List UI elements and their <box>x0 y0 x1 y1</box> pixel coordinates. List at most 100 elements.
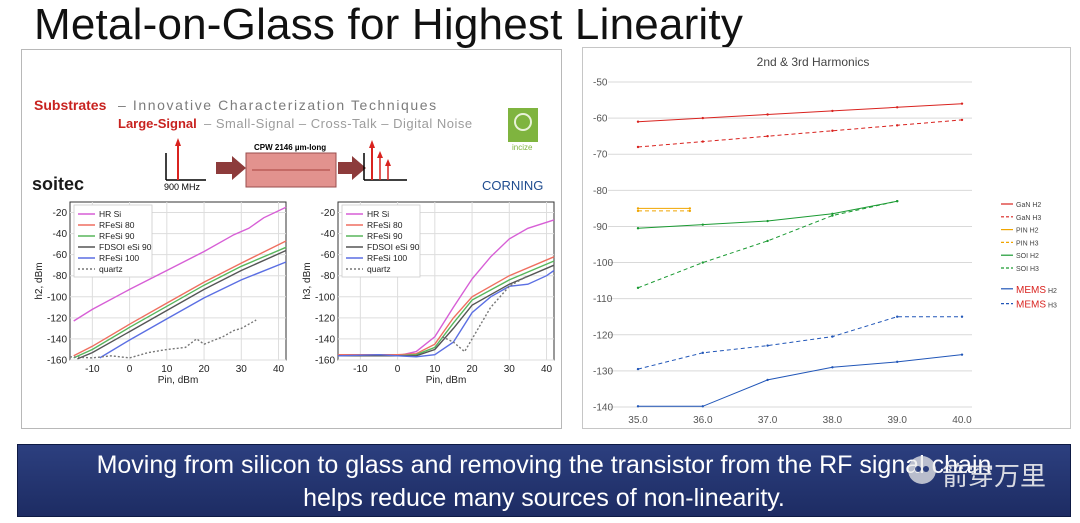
y-tick-label: -60 <box>53 250 68 261</box>
wechat-icon <box>908 456 936 484</box>
data-point <box>701 351 704 355</box>
y-tick-label: -40 <box>53 229 68 240</box>
data-point <box>766 134 769 138</box>
series-line-rfesi-100 <box>99 261 287 359</box>
data-point <box>960 118 964 122</box>
data-point <box>831 109 834 113</box>
legend-label: RFeSi 90 <box>367 231 403 241</box>
harmonics-title: 2nd & 3rd Harmonics <box>757 55 870 69</box>
data-point <box>960 315 964 318</box>
x-tick-label: -10 <box>353 364 368 375</box>
data-point <box>831 335 834 338</box>
data-point <box>636 367 640 371</box>
h2-chart: -10 0 10 20 30 40-160-140-120-100-80-60-40-20… <box>34 201 287 386</box>
y-tick-label: -60 <box>593 114 608 125</box>
banner-line-1: Moving from silicon to glass and removin… <box>96 451 992 479</box>
legend-label: RFeSi 100 <box>367 253 407 263</box>
x-tick-label: 0 <box>395 364 401 375</box>
x-tick-label: 0 <box>127 364 133 375</box>
data-point <box>960 353 964 356</box>
svg-text:incize: incize <box>512 143 533 152</box>
data-point <box>688 209 692 213</box>
subline-text: – Small-Signal – Cross-Talk – Digital No… <box>204 116 473 131</box>
soitec-logo: soitec <box>32 174 84 194</box>
series-line-gan-h2 <box>637 103 963 123</box>
legend-label: FDSOI eSi 90 <box>99 242 152 252</box>
series-line-quartz <box>441 275 529 353</box>
y-tick-label: -20 <box>321 208 336 219</box>
legend-box <box>73 204 153 278</box>
series-line-mems-h2 <box>638 354 963 407</box>
data-point <box>766 378 769 382</box>
data-point <box>831 212 834 216</box>
legend-label: MEMS H3 <box>1016 300 1057 311</box>
harmonics-chart: 2nd & 3rd Harmonics -140 -130 -120 -110 -100… <box>593 55 1057 427</box>
data-point <box>636 227 640 230</box>
h3-chart: -10 0 10 20 30 40-160-140-120-100-80-60-40-20… <box>302 201 555 386</box>
data-point <box>636 207 640 210</box>
legend-box <box>341 204 421 278</box>
legend-label: RFeSi 80 <box>367 220 403 230</box>
y-axis-label: h3, dBm <box>302 262 313 299</box>
x-tick-label: 39.0 <box>887 415 907 426</box>
x-axis-label: Pin, dBm <box>158 375 199 386</box>
data-point <box>831 214 834 217</box>
x-axis-label: Pin, dBm <box>426 375 467 386</box>
data-point <box>766 219 769 223</box>
freq-label: 900 MHz <box>164 182 201 192</box>
characterization-figure: Substrates – Innovative Characterization… <box>32 97 555 386</box>
data-point <box>701 223 704 226</box>
y-axis-label: h2, dBm <box>34 262 45 299</box>
x-tick-label: 10 <box>429 364 441 375</box>
y-tick-label: -20 <box>53 208 68 219</box>
cpw-label: CPW 2146 µm-long <box>254 143 326 152</box>
series-line-fdsoi-esi-90 <box>338 264 555 357</box>
y-tick-label: -160 <box>47 356 67 367</box>
legend-label: quartz <box>99 264 123 274</box>
series-line-rfesi-80 <box>73 240 287 357</box>
y-tick-label: -100 <box>315 292 335 303</box>
y-tick-label: -120 <box>593 330 613 341</box>
series-line-fdsoi-esi-90 <box>77 249 287 360</box>
series-line-hr-si <box>73 206 287 322</box>
x-tick-label: 36.0 <box>693 415 713 426</box>
data-point <box>831 366 834 369</box>
harmonics-plot: -140 -130 -120 -110 -100 -90 -80 -70 -60 -50 35.0 3… <box>593 78 1057 427</box>
data-point <box>766 344 769 347</box>
x-tick-label: 20 <box>467 364 479 375</box>
characterization-panel: Substrates – Innovative Characterization… <box>21 49 562 429</box>
data-point <box>896 315 899 318</box>
x-tick-label: 35.0 <box>628 415 648 426</box>
y-tick-label: -130 <box>593 366 613 377</box>
data-point <box>636 120 640 123</box>
legend-label: PIN H3 <box>1016 240 1039 247</box>
substrates-label: Substrates <box>34 97 107 113</box>
y-tick-label: -80 <box>593 186 608 197</box>
x-tick-label: 10 <box>161 364 173 375</box>
large-signal-label: Large-Signal <box>118 116 197 131</box>
data-point <box>766 239 769 243</box>
data-point <box>831 129 834 132</box>
y-tick-label: -160 <box>315 356 335 367</box>
y-tick-label: -50 <box>593 78 608 89</box>
series-line-quartz <box>69 319 257 359</box>
x-tick-label: 40 <box>273 364 285 375</box>
y-tick-label: -140 <box>315 334 335 345</box>
data-point <box>896 360 899 364</box>
y-tick-label: -120 <box>315 313 335 324</box>
corning-logo: CORNING <box>482 178 543 193</box>
data-point <box>766 113 769 116</box>
legend-label: RFeSi 100 <box>99 253 139 263</box>
data-point <box>701 116 704 120</box>
headline-text: – Innovative Characterization Techniques <box>118 97 438 113</box>
harmonics-panel: 2nd & 3rd Harmonics -140 -130 -120 -110 -100… <box>582 47 1071 429</box>
data-point <box>896 124 899 127</box>
x-tick-label: 40.0 <box>952 415 972 426</box>
legend-label: GaN H2 <box>1016 202 1041 209</box>
legend-label: FDSOI eSi 90 <box>367 242 420 252</box>
legend-label: SOI H2 <box>1016 253 1039 260</box>
x-tick-label: -10 <box>85 364 100 375</box>
x-tick-label: 38.0 <box>823 415 843 426</box>
